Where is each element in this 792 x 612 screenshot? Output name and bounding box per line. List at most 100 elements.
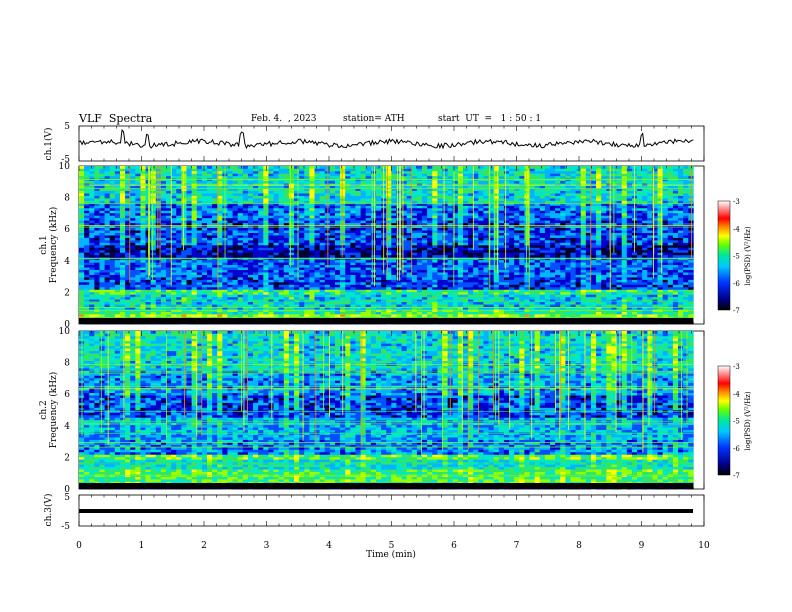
- spectrogram-cell: [201, 210, 208, 214]
- spectrogram-cell: [391, 252, 397, 256]
- spectrogram-cell: [242, 166, 249, 169]
- spectrogram-cell: [294, 240, 300, 243]
- spectrogram-cell: [114, 291, 121, 295]
- spectrogram-cell: [119, 277, 126, 280]
- spectrogram-cell: [268, 212, 274, 216]
- spectrogram-cell: [258, 183, 264, 187]
- spectrogram-cell: [206, 294, 213, 298]
- spectrogram-cell: [304, 245, 310, 248]
- spectrogram-cell: [222, 304, 228, 308]
- spectrogram-cell: [232, 274, 239, 278]
- spectrogram-cell: [452, 205, 459, 209]
- spectrogram-cell: [401, 245, 407, 248]
- spectrogram-cell: [114, 306, 121, 310]
- spectrogram-cell: [99, 289, 105, 293]
- spectrogram-cell: [140, 215, 146, 219]
- spectrogram-cell: [411, 291, 418, 295]
- spectrogram-cell: [473, 217, 479, 221]
- spectrogram-cell: [396, 254, 402, 258]
- spectrogram-cell: [468, 230, 474, 233]
- spectrogram-cell: [232, 314, 239, 317]
- spectrogram-cell: [288, 195, 295, 199]
- spectrogram-cell: [386, 207, 392, 211]
- spectrogram-cell: [160, 198, 167, 201]
- spectrogram-cell: [201, 272, 208, 275]
- spectrogram-cell: [166, 245, 172, 248]
- spectrogram-cell: [278, 254, 285, 258]
- spectrogram-cell: [442, 264, 448, 268]
- spectrogram-cell: [237, 309, 244, 312]
- spectrogram-cell: [391, 205, 397, 209]
- spectrogram-cell: [299, 188, 305, 191]
- spectrogram-cell: [99, 284, 105, 288]
- spectrogram-cell: [109, 311, 116, 315]
- spectrogram-cell: [473, 193, 479, 196]
- spectrogram-cell: [191, 185, 198, 189]
- spectrogram-cell: [140, 245, 146, 248]
- spectrogram-cell: [181, 262, 187, 266]
- spectrogram-cell: [166, 193, 172, 196]
- spectrogram-cell: [437, 220, 443, 224]
- spectrogram-cell: [473, 170, 479, 174]
- spectrogram-cell: [104, 245, 111, 248]
- spectrogram-cell: [263, 309, 269, 312]
- spectrogram-cell: [212, 242, 218, 246]
- spectrogram-cell: [155, 210, 162, 214]
- spectrogram-cell: [232, 282, 239, 285]
- spectrogram-cell: [437, 286, 443, 290]
- spectrogram-cell: [171, 289, 177, 293]
- spectrogram-cell: [334, 284, 341, 288]
- spectrogram-cell: [365, 306, 372, 310]
- spectrogram-cell: [309, 272, 315, 275]
- spectrogram-cell: [314, 252, 320, 256]
- spectrogram-cell: [288, 217, 295, 221]
- spectrogram-cell: [268, 240, 274, 243]
- spectrogram-cell: [401, 252, 407, 256]
- spectrogram-cell: [304, 304, 310, 308]
- spectrogram-cell: [288, 289, 295, 293]
- spectrogram-cell: [150, 190, 157, 194]
- spectrogram-cell: [365, 277, 372, 280]
- spectrogram-cell: [99, 232, 105, 236]
- spectrogram-cell: [186, 195, 192, 199]
- spectrogram-cell: [360, 212, 367, 216]
- spectrogram-cell: [160, 272, 167, 275]
- spectrogram-cell: [355, 249, 361, 253]
- spectrogram-cell: [160, 170, 167, 174]
- spectrogram-cell: [396, 296, 402, 300]
- spectrogram-cell: [247, 227, 254, 231]
- spectrogram-cell: [375, 267, 382, 270]
- spectrogram-cell: [227, 282, 233, 285]
- spectrogram-cell: [340, 235, 346, 238]
- spectrogram-cell: [299, 225, 305, 229]
- spectrogram-cell: [299, 252, 305, 256]
- spectrogram-cell: [319, 264, 326, 268]
- spectrogram-cell: [253, 267, 259, 270]
- spectrogram-cell: [288, 232, 295, 236]
- spectrogram-cell: [237, 262, 244, 266]
- spectrogram-cell: [94, 264, 100, 268]
- spectrogram-cell: [319, 274, 326, 278]
- spectrogram-cell: [140, 240, 146, 243]
- spectrogram-cell: [432, 212, 438, 216]
- spectrogram-cell: [135, 207, 141, 211]
- spectrogram-cell: [99, 205, 105, 209]
- spectrogram-cell: [462, 277, 469, 280]
- spectrogram-cell: [191, 195, 198, 199]
- spectrogram-cell: [411, 217, 418, 221]
- spectrogram-cell: [294, 279, 300, 283]
- spectrogram-cell: [442, 316, 448, 320]
- spectrogram-cell: [457, 259, 464, 263]
- spectrogram-cell: [324, 269, 331, 273]
- spectrogram-cell: [212, 210, 218, 214]
- spectrogram-cell: [232, 286, 239, 290]
- spectrogram-cell: [437, 304, 443, 308]
- spectrogram-cell: [79, 222, 85, 226]
- spectrogram-cell: [114, 173, 121, 177]
- spectrogram-cell: [237, 210, 244, 214]
- spectrogram-cell: [109, 289, 116, 293]
- spectrogram-cell: [114, 188, 121, 191]
- spectrogram-cell: [324, 180, 331, 184]
- spectrogram-cell: [334, 252, 341, 256]
- spectrogram-cell: [191, 252, 198, 256]
